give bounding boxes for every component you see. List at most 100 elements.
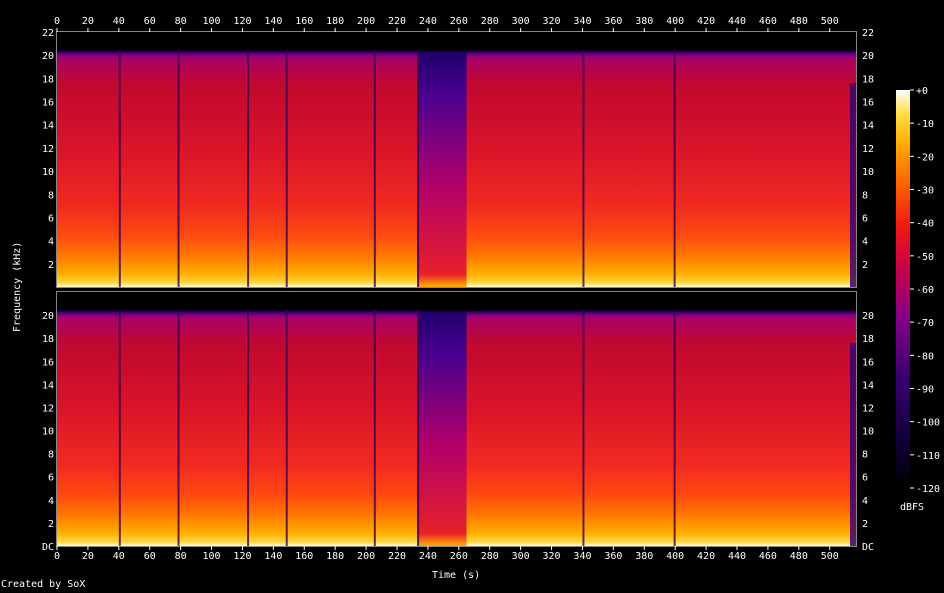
x-tick-label-top-440: 440: [728, 16, 746, 27]
y-tick-bottom-right-2: 2: [862, 519, 868, 530]
ch2-dark-line-5: [417, 309, 420, 546]
x-tick-label-top-180: 180: [326, 16, 344, 27]
y-tick-top-left-10: 10: [42, 167, 54, 178]
y-tick-bottom-left-6: 6: [48, 473, 54, 484]
ch1-fade-out: [850, 83, 856, 287]
colorbar-tick-label-1: -10: [916, 119, 934, 130]
ch2-dark-line-7: [673, 309, 676, 546]
x-tick-label-bottom-220: 220: [388, 551, 406, 562]
ch1-frame: [56, 31, 857, 288]
y-tick-bottom-right-DC: DC: [862, 542, 874, 553]
y-tick-top-left-8: 8: [48, 190, 54, 201]
colorbar-tick-label-6: -60: [916, 285, 934, 296]
ch1-dark-line-2: [247, 49, 250, 287]
ch2-frame: [56, 291, 857, 547]
y-tick-bottom-right-10: 10: [862, 427, 874, 438]
x-tick-label-bottom-480: 480: [790, 551, 808, 562]
x-tick-label-bottom-300: 300: [512, 551, 530, 562]
x-tick-label-bottom-0: 0: [54, 551, 60, 562]
y-tick-bottom-right-20: 20: [862, 311, 874, 322]
colorbar-ticks: +0 -10 -20 -30 -40 -50 -60 -70 -80 -90 -100 -110 -12…: [910, 86, 940, 495]
channel-1-spectrogram: [56, 31, 857, 288]
y-tick-top-right-10: 10: [862, 167, 874, 178]
colorbar-tick-label-9: -90: [916, 385, 934, 396]
x-tick-label-top-140: 140: [264, 16, 282, 27]
y-tick-top-left-20: 20: [42, 51, 54, 62]
x-tick-label-top-0: 0: [54, 16, 60, 27]
y-tick-bottom-right-14: 14: [862, 380, 874, 391]
y-tick-bottom-left-2: 2: [48, 519, 54, 530]
x-tick-label-top-240: 240: [419, 16, 437, 27]
y-tick-bottom-left-16: 16: [42, 357, 54, 368]
x-tick-label-top-80: 80: [175, 16, 187, 27]
x-tick-label-top-200: 200: [357, 16, 375, 27]
x-tick-label-top-320: 320: [543, 16, 561, 27]
colorbar-label: dBFS: [900, 502, 924, 513]
x-axis-label: Time (s): [432, 570, 480, 581]
colorbar-tick-label-12: -120: [916, 484, 940, 495]
y-tick-top-left-2: 2: [48, 260, 54, 271]
y-tick-top-right-22: 22: [862, 28, 874, 39]
y-tick-bottom-right-6: 6: [862, 473, 868, 484]
x-tick-label-top-280: 280: [481, 16, 499, 27]
x-tick-label-bottom-460: 460: [759, 551, 777, 562]
x-tick-label-top-480: 480: [790, 16, 808, 27]
y-tick-top-left-22: 22: [42, 28, 54, 39]
colorbar-tick-label-7: -70: [916, 318, 934, 329]
x-tick-label-top-340: 340: [573, 16, 591, 27]
x-tick-label-bottom-420: 420: [697, 551, 715, 562]
x-tick-label-bottom-200: 200: [357, 551, 375, 562]
x-tick-label-top-40: 40: [113, 16, 125, 27]
ch2-quiet-gap-0: [417, 292, 467, 546]
x-axis-bottom: 0 20 40 60 80 100 120 140 160 180 200 220 240 260 280 3…: [54, 546, 839, 562]
ch2-dark-line-6: [582, 309, 585, 546]
y-tick-bottom-left-8: 8: [48, 450, 54, 461]
colorbar-tick-label-10: -100: [916, 418, 940, 429]
y-tick-top-right-20: 20: [862, 51, 874, 62]
y-tick-bottom-left-20: 20: [42, 311, 54, 322]
y-tick-top-left-18: 18: [42, 74, 54, 85]
ch2-dark-line-2: [247, 309, 250, 546]
y-tick-bottom-left-4: 4: [48, 496, 54, 507]
colorbar-tick-label-4: -40: [916, 219, 934, 230]
ch1-dark-line-6: [582, 49, 585, 287]
ch2-dark-line-3: [285, 309, 288, 546]
y-tick-bottom-right-12: 12: [862, 403, 874, 414]
y-tick-bottom-left-DC: DC: [42, 542, 54, 553]
x-tick-label-bottom-280: 280: [481, 551, 499, 562]
y-tick-top-right-14: 14: [862, 121, 874, 132]
colorbar: [896, 90, 910, 488]
y-tick-bottom-left-14: 14: [42, 380, 54, 391]
y-tick-top-right-8: 8: [862, 190, 868, 201]
colorbar-tick-label-8: -80: [916, 351, 934, 362]
x-tick-label-top-120: 120: [233, 16, 251, 27]
ch1-dark-line-1: [177, 49, 180, 287]
y-tick-top-left-14: 14: [42, 121, 54, 132]
x-tick-label-bottom-100: 100: [203, 551, 221, 562]
y-tick-bottom-left-12: 12: [42, 403, 54, 414]
y-tick-top-left-12: 12: [42, 144, 54, 155]
x-tick-label-top-500: 500: [821, 16, 839, 27]
y-tick-bottom-right-4: 4: [862, 496, 868, 507]
ch1-dark-line-5: [417, 49, 420, 287]
channel-2-spectrogram: [56, 291, 857, 547]
x-tick-label-bottom-320: 320: [543, 551, 561, 562]
ch1-dark-line-4: [373, 49, 376, 287]
x-tick-label-top-360: 360: [604, 16, 622, 27]
x-tick-label-bottom-180: 180: [326, 551, 344, 562]
x-tick-label-bottom-340: 340: [573, 551, 591, 562]
x-tick-label-top-260: 260: [450, 16, 468, 27]
x-tick-label-bottom-440: 440: [728, 551, 746, 562]
x-tick-label-bottom-360: 360: [604, 551, 622, 562]
ch1-dark-line-7: [673, 49, 676, 287]
ch1-dark-line-3: [285, 49, 288, 287]
x-tick-label-top-60: 60: [144, 16, 156, 27]
x-tick-label-bottom-500: 500: [821, 551, 839, 562]
ch2-dark-line-1: [177, 309, 180, 546]
x-tick-label-bottom-80: 80: [175, 551, 187, 562]
y-tick-bottom-left-10: 10: [42, 427, 54, 438]
ch2-fade-out: [850, 342, 856, 546]
credit-text: Created by SoX: [1, 579, 86, 590]
